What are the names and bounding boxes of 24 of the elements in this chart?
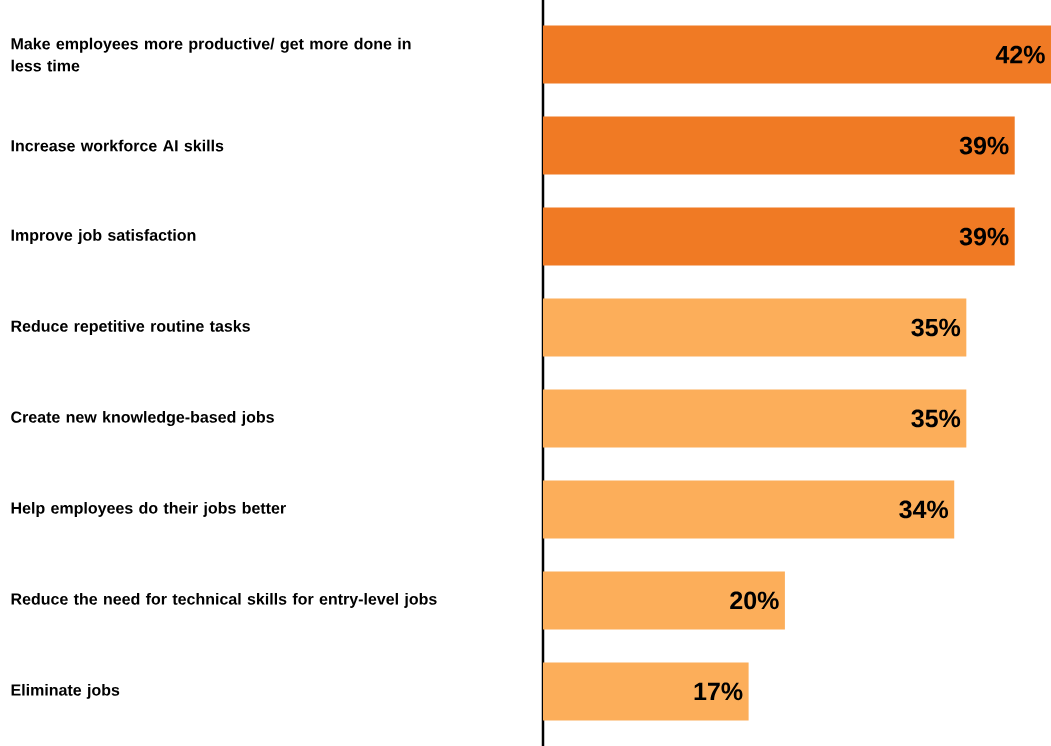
y-tick-label: Eliminate jobs xyxy=(11,683,120,699)
y-tick-label: Create new knowledge-based jobs xyxy=(11,411,274,426)
bar xyxy=(543,480,955,539)
bar xyxy=(543,298,967,357)
data-label: 42% xyxy=(995,45,1045,64)
bar xyxy=(543,389,967,448)
y-tick-label: Increase workforce AI skills xyxy=(11,139,224,152)
bar xyxy=(543,207,1015,266)
data-label: 35% xyxy=(911,409,961,428)
bar xyxy=(543,25,1051,84)
bar xyxy=(543,116,1015,175)
data-label: 39% xyxy=(959,227,1009,246)
data-label: 34% xyxy=(899,500,949,519)
data-label: 35% xyxy=(911,318,961,337)
y-tick-label: Make employees more productive/ get more done in less time xyxy=(11,37,411,72)
y-tick-label: Improve job satisfaction xyxy=(11,229,196,244)
bar xyxy=(543,571,785,630)
data-label: 39% xyxy=(959,136,1009,155)
bar xyxy=(543,662,749,721)
data-label: 20% xyxy=(730,591,779,610)
y-tick-label: Reduce repetitive routine tasks xyxy=(11,320,250,335)
y-tick-label: Help employees do their jobs better xyxy=(11,502,286,517)
data-label: 17% xyxy=(694,682,743,701)
y-tick-label: Reduce the need for technical skills for entry-level jobs xyxy=(11,592,437,608)
